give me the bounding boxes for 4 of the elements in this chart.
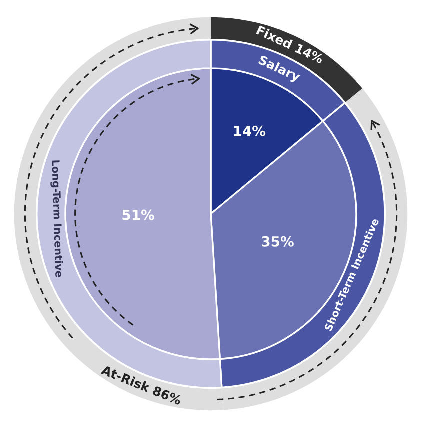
data-label: 35% [262,236,294,247]
data-label: 14% [234,126,266,136]
slice-label: Long-Term Incentive [50,160,64,278]
data-label: 51% [122,210,154,220]
